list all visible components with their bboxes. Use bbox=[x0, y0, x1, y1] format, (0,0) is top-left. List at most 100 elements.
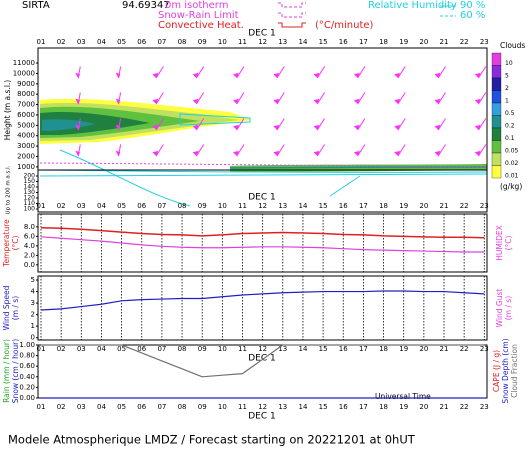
date-label: DEC 1 bbox=[248, 354, 276, 364]
x-tick-label: 03 bbox=[77, 345, 86, 353]
colorbar-label: 0.02 bbox=[505, 160, 519, 167]
x-tick-label: 11 bbox=[238, 403, 247, 411]
x-tick-label: 14 bbox=[298, 345, 307, 353]
x-tick-label: 13 bbox=[278, 202, 287, 210]
wind-arrow bbox=[317, 144, 326, 156]
wind-arrow-head bbox=[152, 98, 159, 105]
x-tick-label: 18 bbox=[379, 403, 388, 411]
colorbar-label: 5 bbox=[505, 73, 509, 80]
x-tick-label: 13 bbox=[278, 38, 287, 46]
x-tick-label: 09 bbox=[198, 38, 207, 46]
x-tick-label: 15 bbox=[319, 202, 328, 210]
x-tick-label: 06 bbox=[137, 345, 146, 353]
x-tick-label: 12 bbox=[258, 38, 267, 46]
x-tick-label: 11 bbox=[238, 345, 247, 353]
x-tick-label: 08 bbox=[178, 38, 187, 46]
y-tick-label: 150 bbox=[24, 178, 36, 185]
wind-arrow bbox=[478, 144, 487, 156]
y-tick-label: 5 bbox=[31, 276, 35, 284]
wind-arrow-head bbox=[273, 124, 279, 131]
wind-arrow-head bbox=[353, 150, 360, 157]
y-tick-label: 1.00 bbox=[19, 341, 35, 349]
x-tick-label: 03 bbox=[77, 403, 86, 411]
wind-arrow bbox=[196, 66, 205, 78]
wind-arrow-head bbox=[273, 98, 279, 105]
y2-axis-title: Snow Depth (cm) bbox=[501, 338, 510, 403]
y-tick-label: 2 bbox=[31, 311, 35, 319]
wind-arrow-head bbox=[192, 72, 199, 79]
x-tick-label: 21 bbox=[440, 345, 449, 353]
wind-arrow-head bbox=[233, 150, 239, 157]
wind-arrow-head bbox=[152, 150, 159, 157]
y-tick-label: 4 bbox=[31, 288, 36, 296]
x-tick-label: 19 bbox=[399, 345, 408, 353]
x-tick-label: 17 bbox=[359, 403, 368, 411]
y-tick-label: 8.0 bbox=[24, 223, 35, 231]
y-tick-label: 9000 bbox=[17, 80, 35, 88]
x-tick-label: 22 bbox=[460, 202, 469, 210]
x-tick-label: 06 bbox=[137, 202, 146, 210]
station: SIRTA bbox=[22, 0, 50, 11]
y-tick-label: 6.0 bbox=[24, 232, 35, 240]
colorbar-label: 0.5 bbox=[505, 110, 515, 117]
y-tick-label: 2000 bbox=[17, 153, 35, 161]
colorbar-swatch bbox=[491, 127, 502, 141]
x-tick-label: 04 bbox=[97, 403, 106, 411]
wind-arrow bbox=[357, 92, 366, 104]
x-tick-label: 14 bbox=[298, 202, 307, 210]
x-tick-label: 15 bbox=[319, 38, 328, 46]
snow-rain-label: Snow-Rain Limit bbox=[158, 10, 239, 21]
x-title: Universal Time bbox=[375, 392, 431, 401]
x-tick-label: 05 bbox=[117, 345, 126, 353]
wind-arrow-head bbox=[394, 124, 400, 131]
wind-arrow bbox=[276, 66, 285, 78]
x-tick-label: 11 bbox=[238, 202, 247, 210]
x-tick-label: 01 bbox=[37, 345, 46, 353]
x-tick-label: 04 bbox=[97, 38, 106, 46]
y2-axis-title: Wind Gust bbox=[495, 289, 504, 328]
wind-arrow-head bbox=[313, 150, 320, 157]
x-tick-label: 08 bbox=[178, 403, 187, 411]
x-tick-label: 20 bbox=[419, 202, 428, 210]
wind-arrow-head bbox=[233, 124, 239, 131]
wind-arrow bbox=[236, 118, 245, 130]
x-tick-label: 01 bbox=[37, 202, 46, 210]
x-tick-label: 15 bbox=[319, 403, 328, 411]
y-tick-label: 10000 bbox=[13, 69, 35, 77]
wind-arrow bbox=[317, 92, 326, 104]
wind-arrow-head bbox=[75, 98, 80, 105]
wind-arrow-head bbox=[394, 150, 400, 157]
x-tick-label: 16 bbox=[339, 345, 348, 353]
x-tick-label: 01 bbox=[37, 38, 46, 46]
x-tick-label: 11 bbox=[238, 38, 247, 46]
wind-arrow-head bbox=[233, 98, 239, 105]
x-tick-label: 10 bbox=[218, 38, 227, 46]
x-tick-label: 20 bbox=[419, 345, 428, 353]
wind-arrow-head bbox=[394, 72, 400, 79]
x-tick-label: 12 bbox=[258, 202, 267, 210]
cloud-field bbox=[39, 98, 488, 207]
wind-arrow bbox=[397, 118, 406, 130]
colorbar-label: 0.2 bbox=[505, 123, 515, 130]
y-tick-label: 7000 bbox=[17, 101, 35, 109]
y-tick-label: 200 bbox=[24, 173, 36, 180]
x-tick-label: 10 bbox=[218, 202, 227, 210]
x-tick-label: 14 bbox=[298, 403, 307, 411]
y-tick-label: 8000 bbox=[17, 90, 35, 98]
wind-arrow bbox=[276, 92, 285, 104]
colorbar-label: 2 bbox=[505, 85, 509, 92]
wind-arrow-head bbox=[474, 98, 481, 105]
x-tick-label: 01 bbox=[37, 403, 46, 411]
x-tick-label: 16 bbox=[339, 38, 348, 46]
x-tick-label: 17 bbox=[359, 345, 368, 353]
x-tick-label: 02 bbox=[57, 202, 66, 210]
y-tick-label: 2.0 bbox=[24, 251, 35, 259]
x-tick-label: 04 bbox=[97, 202, 106, 210]
footer: Modele Atmospherique LMDZ / Forecast sta… bbox=[8, 433, 416, 447]
wind-arrow-head bbox=[192, 124, 199, 131]
y-tick-label: 1 bbox=[31, 322, 35, 330]
wind-arrow-head bbox=[75, 150, 80, 157]
wind-arrow-head bbox=[434, 72, 441, 79]
y-tick-label: 6000 bbox=[17, 111, 35, 119]
wind-arrow-head bbox=[115, 124, 121, 131]
